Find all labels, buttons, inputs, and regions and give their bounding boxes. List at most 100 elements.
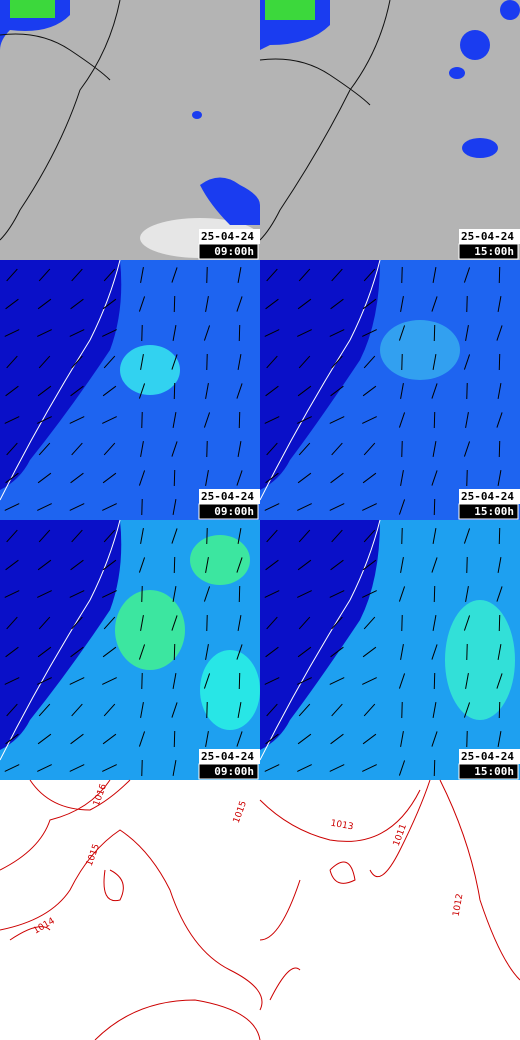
time-box [198,503,259,520]
wind-arrow [140,267,144,283]
wind-arrow [4,764,20,772]
wind-arrow [6,442,18,456]
wind-arrow [331,703,343,717]
wind-arrow [237,528,242,544]
time-box [458,763,519,780]
wind-arrow [37,677,52,685]
wind-arrow [362,329,377,337]
wind-arrow [329,590,345,598]
wind-arrow [103,268,116,282]
wind-arrow [138,731,146,747]
wind-arrow [102,764,117,772]
wind-arrow [138,296,146,312]
wind-arrow [236,644,243,660]
wind-arrow [102,329,117,337]
wind-arrow [171,702,178,718]
wind-arrow [140,615,144,631]
wind-arrow [38,355,51,369]
wind-arrow [37,764,52,772]
wind-arrow [172,586,177,602]
wind-arrow [102,677,117,685]
date-label: 25-04-24 [461,490,514,503]
wind-arrow [37,503,52,511]
wind-arrow [69,416,85,424]
wind-arrow [71,703,83,717]
wind-arrow [203,325,211,341]
isobar-label: 1014 [32,916,57,936]
wind-arrow [69,503,85,511]
wind-arrow [102,590,117,598]
wind-arrow [363,529,376,543]
wind-arrow [171,528,178,544]
wind-arrow [329,416,345,424]
wind-arrow [329,764,345,772]
wind-arrow [330,733,344,745]
wind-arrow [297,416,312,424]
date-box [199,749,260,764]
wind-arrow [362,416,377,424]
wind-arrow [297,733,312,745]
wind-arrow [398,325,406,341]
wind-arrow [237,615,242,631]
date-box [199,489,260,504]
wind-arrow [298,442,311,456]
wind-arrow [266,268,278,282]
isobar-label: 1011 [392,823,409,848]
time-label: 09:00h [214,245,254,258]
wind-arrow [69,764,85,772]
wind-arrow [37,416,52,424]
wind-arrow [431,470,438,486]
wind-arrow [331,442,343,456]
wind-arrow [102,559,117,571]
wind-arrow [362,733,377,745]
wind-arrow [4,590,20,598]
wind-arrow [497,731,502,747]
wind-arrow [432,441,437,457]
wind-arrow [71,355,83,369]
wind-arrow [265,385,279,397]
wind-arrow [4,677,20,685]
wind-arrow [398,760,406,776]
date-label: 25-04-24 [461,230,514,243]
wind-arrow [398,586,406,602]
wind-arrow [463,528,471,544]
wind-arrow [297,472,312,484]
wind-arrow [497,557,502,573]
date-label: 25-04-24 [201,230,254,243]
wind-arrow [496,412,503,428]
wind-arrow [102,733,117,745]
wind-arrow [363,616,376,630]
wind-arrow [497,644,502,660]
wind-arrow [70,298,84,310]
wind-arrow [400,383,404,399]
wind-arrow [265,298,279,310]
wind-arrow [5,646,19,658]
wind-arrow [362,590,377,598]
wind-arrow [297,559,312,571]
wind-arrow [205,644,209,660]
wind-arrow [5,298,19,310]
wind-arrow [432,528,437,544]
wind-arrow [71,616,83,630]
isobar-label: 1013 [330,819,354,833]
wind-arrow [431,557,438,573]
wind-arrow [6,616,18,630]
wind-arrow [71,268,83,282]
wind-arrow [5,733,19,745]
wind-arrow [329,677,345,685]
time-box [198,763,259,780]
wind-arrow [398,499,406,515]
wind-arrow [362,677,377,685]
time-label: 15:00h [474,505,514,518]
isobar-panel [0,779,520,1040]
date-box [459,489,520,504]
wind-arrow [432,267,437,283]
time-box [458,503,519,520]
wind-arrow [264,503,280,511]
wind-arrow [400,644,404,660]
wind-arrow [431,296,438,312]
wind-arrow [102,646,117,658]
wind-arrow [266,442,278,456]
wind-arrow [6,355,18,369]
wind-arrow [102,298,117,310]
